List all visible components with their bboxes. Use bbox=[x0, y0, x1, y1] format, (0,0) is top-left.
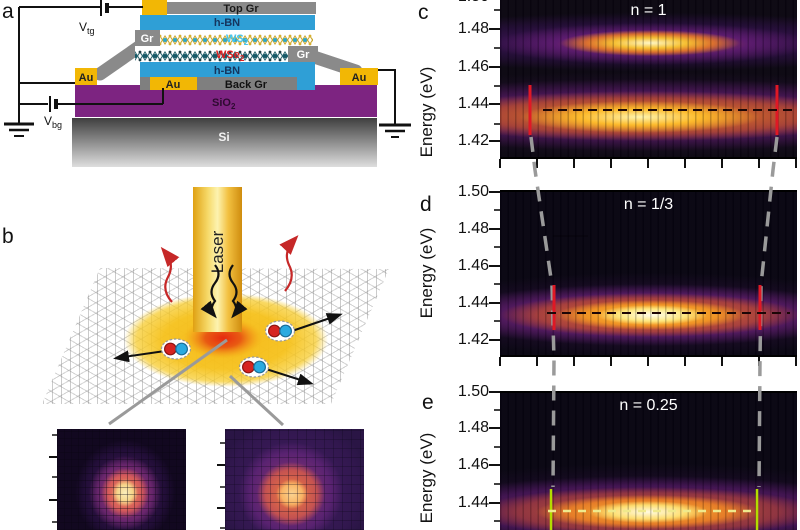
top-gr-layer bbox=[167, 2, 316, 14]
panel-e-yticks-major bbox=[489, 391, 500, 504]
pl-map-laser-spot bbox=[57, 429, 186, 530]
label-si: Si bbox=[218, 130, 229, 144]
panel-c-ytick: 1.46 bbox=[457, 58, 489, 75]
au-pad-left bbox=[75, 68, 97, 85]
panel-c-title: n = 1 bbox=[630, 2, 667, 19]
panel-e-label: e bbox=[422, 391, 434, 414]
panel-d-ytick: 1.46 bbox=[457, 257, 489, 274]
laser-label: Laser bbox=[208, 230, 227, 273]
laser-illustration: Laser bbox=[108, 187, 343, 427]
panel-c-xticks bbox=[499, 159, 797, 168]
panel-c-ytick: 1.44 bbox=[457, 95, 489, 112]
panel-d-ytick: 1.42 bbox=[457, 331, 489, 348]
laser-beam: Laser bbox=[193, 187, 248, 332]
label-au-right: Au bbox=[352, 72, 367, 84]
panel-e-ytick: 1.48 bbox=[457, 419, 489, 436]
sio2-layer bbox=[75, 85, 377, 117]
label-gr-left: Gr bbox=[141, 33, 155, 45]
panel-c-ytick-clipped: 1.50 bbox=[447, 0, 489, 5]
panel-d-ytick: 1.50 bbox=[457, 183, 489, 200]
emission-arrows bbox=[160, 235, 299, 303]
hbn-top-layer bbox=[140, 15, 315, 30]
panel-d-yticks-major bbox=[489, 191, 500, 341]
panel-d-xticks bbox=[499, 357, 797, 366]
gr-left-block bbox=[135, 30, 160, 46]
au-top-gate bbox=[142, 0, 167, 15]
label-vtg: Vtg bbox=[79, 20, 95, 36]
label-au-left: Au bbox=[79, 72, 94, 84]
panel-c-label: c bbox=[418, 1, 429, 24]
pl-map-diffused-spot bbox=[225, 429, 364, 530]
label-hbn-top: h-BN bbox=[214, 17, 240, 29]
gr-right-block bbox=[288, 46, 318, 62]
panel-c-ytick: 1.48 bbox=[457, 20, 489, 37]
label-back-gr: Back Gr bbox=[225, 79, 268, 91]
label-sio2: SiO2 bbox=[212, 97, 236, 111]
circuit-wires bbox=[18, 6, 396, 124]
label-top-gr: Top Gr bbox=[223, 3, 259, 15]
label-wse2: WSe2 bbox=[216, 49, 245, 63]
si-substrate bbox=[72, 118, 377, 167]
ws2-layer bbox=[160, 30, 313, 46]
ground-right-icon bbox=[379, 123, 411, 138]
panel-b-label: b bbox=[2, 225, 14, 248]
label-gr-right: Gr bbox=[297, 49, 311, 61]
heatmap-n1-3 bbox=[500, 190, 797, 357]
panel-c-yticks-major bbox=[489, 28, 500, 142]
inset-pointer-lines bbox=[108, 338, 285, 427]
battery-top-gate bbox=[100, 0, 109, 16]
panel-e-ytick: 1.44 bbox=[457, 494, 489, 511]
label-vbg: Vbg bbox=[44, 114, 62, 130]
panel-a-label: a bbox=[2, 0, 14, 23]
label-hbn-bottom: h-BN bbox=[214, 65, 240, 77]
label-au-back-gate: Au bbox=[166, 79, 181, 91]
wse2-layer bbox=[135, 46, 288, 62]
panel-d-title: n = 1/3 bbox=[623, 196, 674, 213]
panel-d-ytick: 1.48 bbox=[457, 220, 489, 237]
ground-left-icon bbox=[4, 122, 34, 137]
panel-d-ytick: 1.44 bbox=[457, 294, 489, 311]
panel-c-ytick: 1.42 bbox=[457, 132, 489, 149]
panel-d-label: d bbox=[420, 193, 432, 216]
panel-e-title: n = 0.25 bbox=[619, 397, 678, 414]
battery-back-gate bbox=[49, 96, 58, 112]
au-back-gate bbox=[150, 77, 197, 90]
panel-e-ytick: 1.50 bbox=[457, 383, 489, 400]
beam-direction-arrows bbox=[200, 264, 248, 319]
device-schematic: Top Gr h-BN WS2 WSe2 Gr Gr h-BN Au Back … bbox=[4, 0, 411, 167]
heatmap-n1 bbox=[500, 0, 797, 159]
label-ws2: WS2 bbox=[226, 33, 249, 47]
panel-e-ytick: 1.46 bbox=[457, 456, 489, 473]
diffusion-arrows bbox=[113, 313, 343, 386]
panel-c-ylabel: Energy (eV) bbox=[417, 66, 436, 158]
au-pad-right bbox=[340, 68, 378, 85]
